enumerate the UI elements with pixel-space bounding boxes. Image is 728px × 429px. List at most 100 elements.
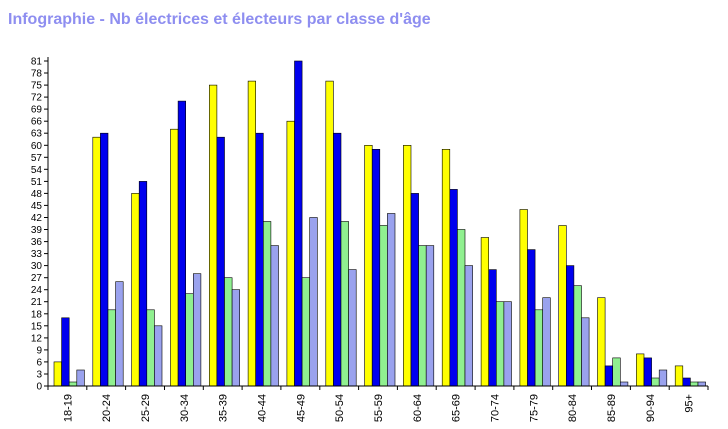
bar-65-69-series-2 bbox=[449, 189, 458, 387]
x-tick-label: 80-84 bbox=[567, 394, 579, 422]
bar-75-79-series-3 bbox=[534, 309, 543, 387]
x-tick-label: 60-64 bbox=[412, 394, 424, 422]
bar-25-29-series-1 bbox=[131, 193, 140, 387]
x-tick-label: 50-54 bbox=[334, 394, 346, 422]
y-tick-label: 51 bbox=[31, 177, 43, 188]
bar-25-29-series-3 bbox=[146, 309, 155, 387]
bar-35-39-series-1 bbox=[209, 84, 218, 387]
bar-80-84-series-3 bbox=[573, 285, 582, 387]
bar-30-34-series-4 bbox=[193, 273, 202, 387]
bar-85-89-series-3 bbox=[612, 357, 621, 387]
bar-50-54-series-1 bbox=[325, 80, 334, 387]
bars-layer bbox=[53, 60, 706, 387]
bar-30-34-series-1 bbox=[170, 128, 179, 387]
bar-50-54-series-4 bbox=[348, 269, 357, 387]
bar-25-29-series-2 bbox=[138, 181, 148, 387]
bar-90-94-series-1 bbox=[636, 353, 645, 387]
y-tick-label: 15 bbox=[31, 321, 43, 332]
y-tick-label: 18 bbox=[31, 309, 43, 320]
y-tick-label: 24 bbox=[31, 285, 43, 296]
bar-25-29-series-4 bbox=[154, 325, 163, 387]
bar-18-19-series-3 bbox=[68, 381, 78, 387]
x-tick-label: 85-89 bbox=[606, 394, 618, 422]
bar-75-79-series-4 bbox=[542, 297, 551, 387]
bar-85-89-series-2 bbox=[604, 365, 613, 387]
bar-70-74-series-1 bbox=[480, 237, 490, 387]
bar-70-74-series-2 bbox=[488, 269, 497, 387]
y-tick-label: 27 bbox=[31, 273, 43, 284]
bar-18-19-series-1 bbox=[53, 361, 62, 387]
x-tick-label: 35-39 bbox=[218, 394, 230, 422]
bar-40-44-series-4 bbox=[270, 245, 279, 387]
y-tick-label: 30 bbox=[31, 261, 43, 272]
y-tick-label: 3 bbox=[36, 370, 42, 381]
bar-20-24-series-1 bbox=[92, 136, 101, 387]
bar-45-49-series-2 bbox=[294, 60, 303, 387]
bar-70-74-series-4 bbox=[503, 301, 512, 387]
bar-45-49-series-3 bbox=[301, 277, 311, 387]
bar-85-89-series-4 bbox=[619, 381, 629, 387]
bar-35-39-series-3 bbox=[224, 277, 233, 387]
bar-50-54-series-2 bbox=[333, 132, 342, 387]
bar-55-59-series-3 bbox=[379, 225, 388, 387]
x-tick-label: 30-34 bbox=[179, 394, 191, 422]
bar-20-24-series-3 bbox=[107, 309, 116, 387]
y-tick-label: 78 bbox=[31, 69, 43, 80]
bar-80-84-series-1 bbox=[558, 225, 567, 387]
bar-65-69-series-1 bbox=[441, 149, 451, 387]
y-tick-label: 54 bbox=[31, 165, 43, 176]
bar-60-64-series-2 bbox=[410, 193, 419, 387]
y-tick-label: 36 bbox=[31, 237, 43, 248]
bar-35-39-series-4 bbox=[231, 289, 241, 387]
bar-60-64-series-1 bbox=[403, 145, 412, 387]
bar-18-19-series-4 bbox=[76, 369, 85, 387]
bar-90-94-series-3 bbox=[651, 377, 660, 387]
x-tick-label: 25-29 bbox=[140, 394, 152, 422]
y-tick-label: 45 bbox=[31, 201, 43, 212]
y-tick-label: 6 bbox=[36, 357, 42, 368]
axes-layer bbox=[44, 57, 709, 390]
bar-85-89-series-1 bbox=[597, 297, 606, 387]
y-tick-label: 9 bbox=[36, 345, 42, 356]
bar-40-44-series-2 bbox=[255, 132, 264, 387]
bar-75-79-series-2 bbox=[527, 249, 536, 387]
y-tick-label: 39 bbox=[31, 225, 43, 236]
bar-65-69-series-4 bbox=[464, 265, 473, 387]
bar-45-49-series-4 bbox=[309, 217, 318, 387]
bar-20-24-series-2 bbox=[100, 132, 109, 387]
x-tick-label: 95+ bbox=[684, 394, 696, 413]
y-tick-label: 60 bbox=[31, 141, 43, 152]
x-tick-label: 90-94 bbox=[645, 394, 657, 422]
bar-45-49-series-1 bbox=[286, 120, 295, 387]
bar-90-94-series-2 bbox=[643, 357, 652, 387]
x-tick-label: 40-44 bbox=[257, 394, 269, 422]
bar-35-39-series-2 bbox=[216, 136, 225, 387]
y-tick-label: 21 bbox=[31, 297, 43, 308]
bar-95+-series-2 bbox=[682, 377, 691, 387]
bar-60-64-series-4 bbox=[425, 245, 435, 387]
y-tick-label: 57 bbox=[31, 153, 43, 164]
x-tick-label: 55-59 bbox=[373, 394, 385, 422]
bar-60-64-series-3 bbox=[418, 245, 427, 387]
x-tick-label: 70-74 bbox=[490, 394, 502, 422]
bar-95+-series-1 bbox=[674, 365, 684, 387]
y-tick-label: 72 bbox=[31, 93, 43, 104]
bar-75-79-series-1 bbox=[519, 209, 528, 387]
bar-40-44-series-3 bbox=[262, 221, 272, 387]
x-tick-label: 65-69 bbox=[451, 394, 463, 422]
bar-55-59-series-4 bbox=[387, 213, 396, 387]
x-tick-label: 20-24 bbox=[101, 394, 113, 422]
bar-30-34-series-3 bbox=[185, 293, 194, 387]
y-tick-labels: 0369121518212427303336394245485154576063… bbox=[31, 57, 43, 393]
bar-70-74-series-3 bbox=[495, 301, 505, 387]
bar-55-59-series-2 bbox=[371, 149, 381, 387]
bar-95+-series-3 bbox=[690, 381, 699, 387]
x-tick-labels: 18-19 20-24 25-29 30-34 35-39 40-44 45-49 50-54… bbox=[62, 394, 695, 422]
y-tick-label: 33 bbox=[31, 249, 43, 260]
bar-20-24-series-4 bbox=[115, 281, 124, 387]
bar-65-69-series-3 bbox=[457, 229, 466, 387]
y-tick-label: 81 bbox=[31, 57, 43, 68]
x-tick-label: 75-79 bbox=[528, 394, 540, 422]
bar-40-44-series-1 bbox=[247, 80, 257, 387]
